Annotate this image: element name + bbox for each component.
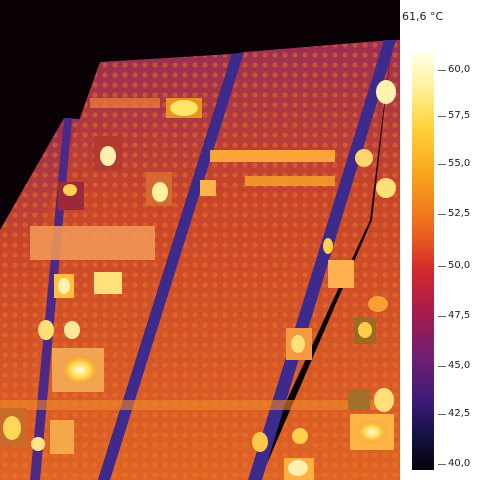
- hotspot: [64, 321, 80, 339]
- hotspot: [356, 420, 388, 444]
- hotspot: [170, 100, 198, 116]
- tick-mark: [438, 214, 446, 215]
- thermal-image: [0, 40, 400, 480]
- hotspot: [376, 178, 396, 198]
- hotspot: [100, 146, 116, 166]
- warm-band: [210, 150, 335, 162]
- hotspot: [50, 420, 74, 454]
- tick-label-45: 45,0: [448, 360, 471, 371]
- tick-mark: [438, 414, 446, 415]
- tick-mark: [438, 464, 446, 465]
- hotspot: [355, 149, 373, 167]
- tick-mark: [438, 366, 446, 367]
- temperature-colorbar: [412, 52, 434, 470]
- hotspot: [323, 238, 333, 254]
- hotspot: [3, 416, 21, 440]
- warm-band: [30, 226, 155, 260]
- hotspot: [94, 272, 122, 294]
- hotspot: [368, 296, 388, 312]
- hotspot: [60, 354, 100, 386]
- hotspot: [152, 182, 168, 202]
- warm-band: [0, 400, 380, 410]
- hotspot: [348, 390, 370, 410]
- hotspot: [200, 180, 216, 196]
- temperature-legend: 61,6 °C 60,0 57,5 55,0 52,5 50,0 47,5 45…: [400, 0, 480, 480]
- hotspot: [328, 260, 354, 288]
- warm-band: [245, 176, 335, 186]
- warm-band: [90, 98, 160, 108]
- thermal-scene: [0, 40, 400, 480]
- hotspot: [63, 184, 77, 196]
- tick-label-50: 50,0: [448, 260, 471, 271]
- tick-label-40: 40,0: [448, 458, 471, 469]
- tick-mark: [438, 116, 446, 117]
- tick-mark: [438, 316, 446, 317]
- hotspot: [291, 335, 305, 353]
- hotspot: [58, 278, 70, 294]
- max-temperature-label: 61,6 °C: [402, 10, 444, 23]
- panel-frame-gap-2: [248, 40, 396, 480]
- tick-label-57-5: 57,5: [448, 110, 471, 121]
- hotspot: [376, 80, 396, 104]
- tick-label-55: 55,0: [448, 158, 471, 169]
- tick-label-52-5: 52,5: [448, 208, 471, 219]
- tick-mark: [438, 70, 446, 71]
- hotspot: [31, 437, 45, 451]
- hotspot: [252, 432, 268, 452]
- hotspot: [374, 388, 394, 412]
- hotspot: [288, 460, 308, 476]
- solar-panel-3-cells: [260, 40, 400, 480]
- tick-mark: [438, 266, 446, 267]
- hotspot: [358, 322, 372, 338]
- hotspot: [38, 320, 54, 340]
- hotspot: [292, 428, 308, 444]
- tick-label-47-5: 47,5: [448, 310, 471, 321]
- tick-mark: [438, 164, 446, 165]
- panel-frame-gap-1: [98, 52, 244, 480]
- tick-label-60: 60,0: [448, 64, 471, 75]
- tick-label-42-5: 42,5: [448, 408, 471, 419]
